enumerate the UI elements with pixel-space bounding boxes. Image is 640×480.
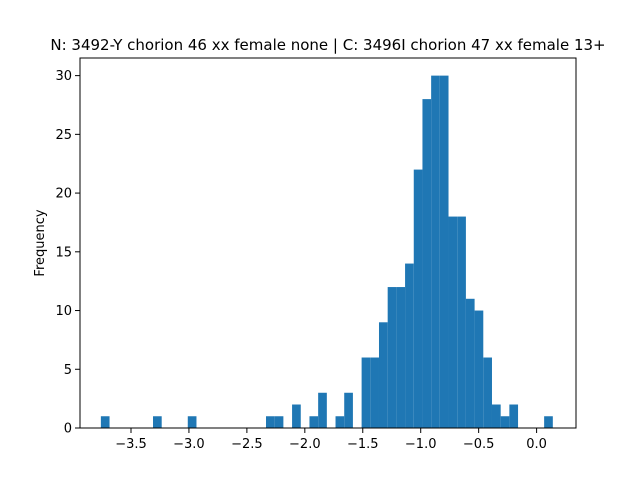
y-tick-label: 30 — [55, 69, 72, 84]
histogram-bar — [500, 416, 510, 428]
x-axis-ticks: −3.5 −3.0 −2.5 −2.0 −1.5 −1.0 −0.5 0.0 — [115, 428, 547, 452]
y-tick-label: 0 — [64, 422, 72, 437]
histogram-bar — [413, 169, 423, 428]
histogram-bar — [544, 416, 553, 428]
x-tick-label: 0.0 — [526, 437, 547, 452]
chart-title: N: 3492-Y chorion 46 xx female none | C:… — [50, 36, 605, 54]
histogram-bar — [448, 216, 458, 428]
histogram-bar — [344, 392, 353, 428]
histogram-bar — [465, 298, 475, 428]
plot-frame — [79, 57, 577, 429]
y-tick-label: 15 — [55, 245, 72, 260]
x-tick-label: −3.5 — [115, 437, 147, 452]
histogram-bar — [378, 322, 388, 428]
histogram-bar — [309, 416, 319, 428]
histogram-bar — [491, 404, 501, 428]
histogram-bar — [274, 416, 284, 428]
y-tick-label: 5 — [64, 363, 72, 378]
histogram-bar — [439, 75, 449, 429]
y-axis-ticks: 0 5 10 15 20 25 30 — [55, 69, 80, 437]
x-tick-label: −2.5 — [231, 437, 263, 452]
histogram-bar — [405, 263, 414, 428]
histogram-bar — [431, 75, 440, 429]
y-axis-label: Frequency — [33, 209, 48, 276]
y-tick-label: 20 — [55, 187, 72, 202]
histogram-bar — [422, 99, 432, 429]
y-tick-label: 10 — [55, 304, 72, 319]
x-tick-label: −2.0 — [289, 437, 321, 452]
histogram-bar — [100, 416, 110, 428]
x-tick-label: −3.0 — [173, 437, 205, 452]
histogram-bar — [335, 416, 345, 428]
histogram-bar — [370, 357, 379, 428]
histogram-bar — [266, 416, 275, 428]
bars-group — [100, 75, 553, 429]
y-tick-label: 25 — [55, 128, 72, 143]
x-tick-label: −1.0 — [405, 437, 437, 452]
histogram-bar — [292, 404, 301, 428]
histogram-bar — [509, 404, 519, 428]
histogram-bar — [396, 287, 406, 428]
histogram-bar — [153, 416, 162, 428]
x-tick-label: −0.5 — [463, 437, 495, 452]
histogram-bar — [483, 357, 492, 428]
histogram-bar — [361, 357, 371, 428]
histogram-bar — [187, 416, 197, 428]
x-tick-label: −1.5 — [347, 437, 379, 452]
histogram-bar — [457, 216, 466, 428]
histogram-bar — [318, 392, 327, 428]
histogram-bar — [387, 287, 397, 428]
histogram-bar — [474, 310, 484, 428]
